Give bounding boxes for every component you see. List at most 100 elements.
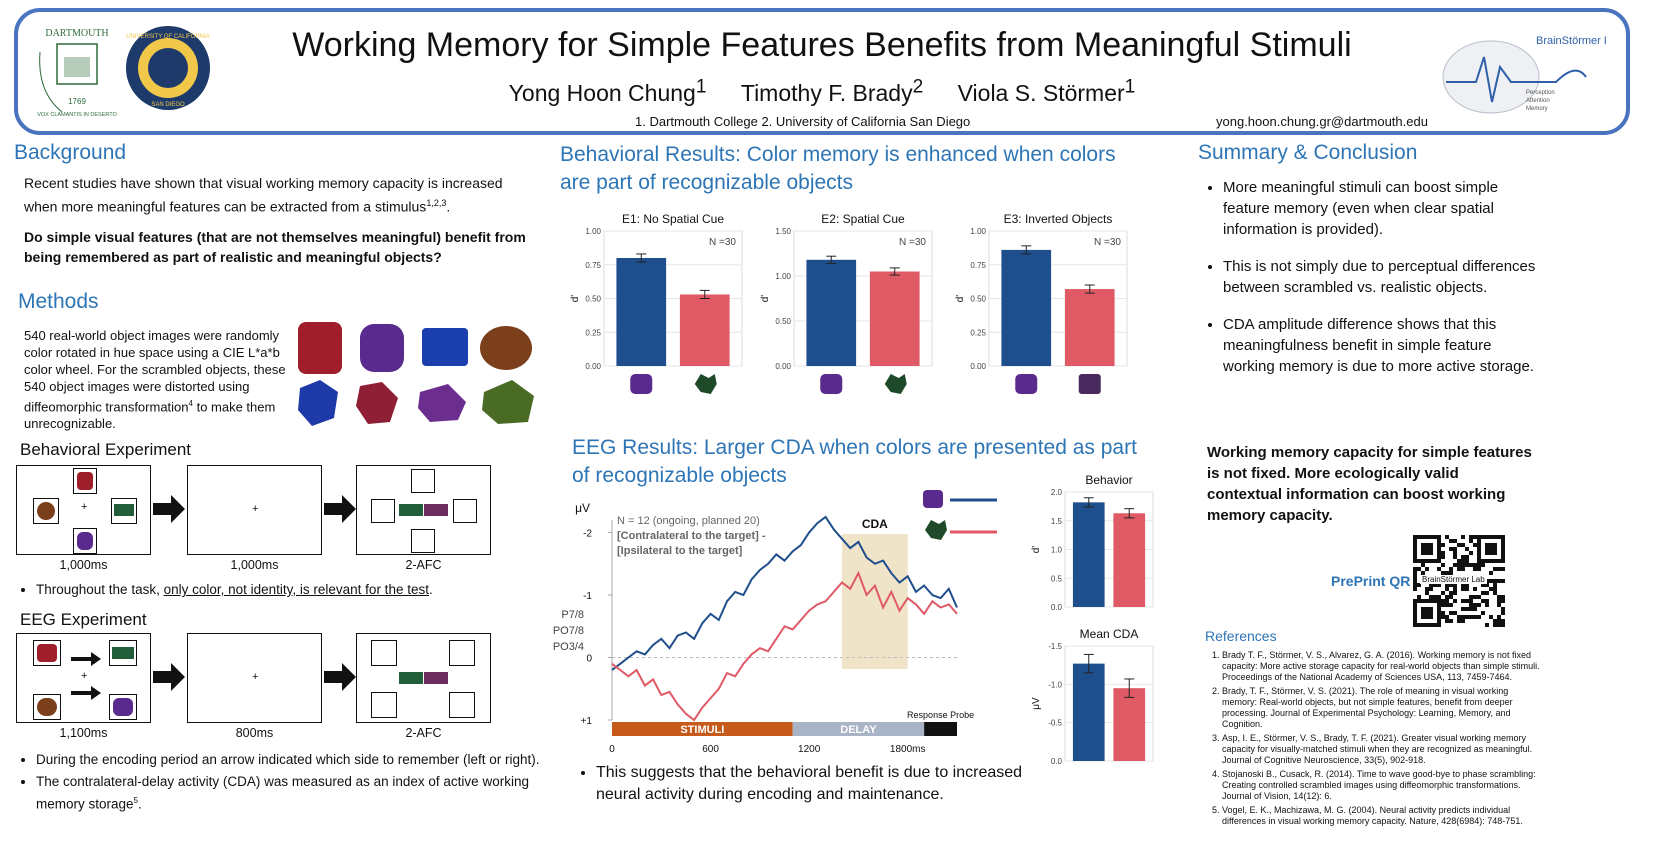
chair-icon <box>630 374 653 394</box>
qr-module <box>1481 591 1485 595</box>
tick-label: -1.0 <box>1048 680 1062 689</box>
qr-module <box>1429 587 1433 591</box>
qr-text: BrainStörmer Lab <box>1420 575 1487 584</box>
qr-module <box>1461 587 1465 591</box>
test-option-green <box>399 504 423 516</box>
purple-backpack-icon <box>77 532 93 550</box>
qr-module <box>1413 575 1417 579</box>
qr-module <box>1473 535 1477 539</box>
qr-module <box>1429 595 1433 599</box>
qr-module <box>1453 611 1457 615</box>
qr-module <box>1449 595 1453 599</box>
author-name: Timothy F. Brady <box>740 79 913 106</box>
qr-module <box>1413 583 1417 587</box>
methods-text: 540 real-world object images were random… <box>24 327 289 432</box>
ucsd-seal: UNIVERSITY OF CALIFORNIA SAN DIEGO <box>126 26 210 110</box>
tick-label: 0.00 <box>970 362 986 371</box>
duration-label: 800ms <box>235 726 274 740</box>
tick-label: -0.5 <box>1048 719 1062 728</box>
qr-module <box>1461 535 1465 539</box>
author-sup: 1 <box>695 76 707 97</box>
qr-module <box>1453 547 1457 551</box>
list-item: The contralateral-delay activity (CDA) w… <box>36 772 548 814</box>
eeg-delay-display: + <box>187 633 322 723</box>
research-question: Do simple visual features (that are not … <box>24 229 526 265</box>
placeholder-box <box>371 499 395 523</box>
qr-module <box>1469 607 1473 611</box>
green-shorts-icon <box>114 504 134 516</box>
item-lower-left <box>33 694 61 720</box>
cda-window <box>842 534 908 669</box>
qr-module <box>1461 543 1465 547</box>
methods-heading: Methods <box>18 290 99 313</box>
fixation-cross: + <box>81 670 88 682</box>
placeholder-box <box>411 529 435 553</box>
qr-module <box>1473 587 1477 591</box>
cda-window-label: CDA <box>862 517 888 531</box>
methods-text-b: to make them unrecognizable. <box>24 399 276 432</box>
dartmouth-year: 1769 <box>68 97 86 106</box>
cda-waveform-chart: CDA -2 -1 0 +1 μV P7/8 PO7/8 PO3/4 N = 12 (ongoin… <box>553 490 997 755</box>
contact-email[interactable]: yong.hoon.chung.gr@dartmouth.edu <box>1216 114 1428 129</box>
qr-module <box>1449 571 1453 575</box>
eeg-test-display <box>356 633 491 723</box>
stimuli-label: STIMULI <box>680 724 724 736</box>
qr-module <box>1461 607 1465 611</box>
bar-real <box>806 259 857 366</box>
qr-module <box>1421 571 1425 575</box>
y-tick-label: 0 <box>586 654 592 665</box>
qr-module <box>1465 547 1469 551</box>
qr-module <box>1493 567 1497 571</box>
qr-module <box>1469 599 1473 603</box>
item-upper-right <box>109 640 137 666</box>
author-name: Yong Hoon Chung <box>508 79 696 106</box>
tick-label: 0.50 <box>775 317 791 326</box>
qr-module <box>1445 603 1449 607</box>
stimuli-bar <box>612 722 793 736</box>
tick-label: 0.0 <box>1051 603 1063 612</box>
placeholder-box <box>371 640 397 666</box>
arrow-icon <box>153 495 185 523</box>
qr-module <box>1477 595 1481 599</box>
brown-bag-icon <box>37 502 55 520</box>
note-underline: only color, not identity, is relevant fo… <box>163 582 429 597</box>
author-3: Viola S. Störmer1 <box>958 76 1136 106</box>
qr-module <box>1417 567 1421 571</box>
affiliations: 1. Dartmouth College 2. University of Ca… <box>635 114 971 129</box>
red-jacket-icon <box>37 644 57 662</box>
qr-module <box>1413 579 1417 583</box>
qr-module <box>1461 555 1465 559</box>
tick-label: -1.5 <box>1048 642 1062 651</box>
qr-module <box>1449 539 1453 543</box>
tick-label: 0.00 <box>775 362 791 371</box>
qr-module <box>1425 587 1429 591</box>
qr-module <box>1469 535 1473 539</box>
n-label: N =30 <box>1094 237 1121 248</box>
header: DARTMOUTH 1769 VOX CLAMANTIS IN DESERTO … <box>14 8 1630 135</box>
electrode-label: PO7/8 <box>553 625 584 637</box>
behavioral-note: Throughout the task, only color, not ide… <box>18 580 538 599</box>
list-item: During the encoding period an arrow indi… <box>36 750 548 769</box>
qr-finder-core <box>1421 543 1433 555</box>
list-item: Throughout the task, only color, not ide… <box>36 580 538 599</box>
chart-title: E2: Spatial Cue <box>821 212 905 226</box>
delay-bar <box>792 722 925 736</box>
fixation-cross: + <box>252 503 259 515</box>
tick-label: 0.00 <box>585 362 601 371</box>
test-option-purple <box>424 672 448 684</box>
qr-module <box>1437 583 1441 587</box>
eeg-conclusion: This suggests that the behavioral benefi… <box>578 762 1038 806</box>
qr-module <box>1433 583 1437 587</box>
tick-label: 1.0 <box>1051 546 1063 555</box>
qr-module <box>1501 579 1505 583</box>
qr-module <box>1421 563 1425 567</box>
qr-module <box>1441 615 1445 619</box>
red-jacket-icon <box>77 472 93 490</box>
chart-e2: E2: Spatial Cue 0.00 0.50 1.00 1.50 d' N =30 <box>760 212 933 394</box>
summary-bullets: More meaningful stimuli can boost simple… <box>1205 177 1545 393</box>
background-text: Recent studies have shown that visual wo… <box>24 175 503 215</box>
qr-module <box>1469 615 1473 619</box>
qr-module <box>1501 567 1505 571</box>
qr-module <box>1457 615 1461 619</box>
qr-module <box>1477 567 1481 571</box>
